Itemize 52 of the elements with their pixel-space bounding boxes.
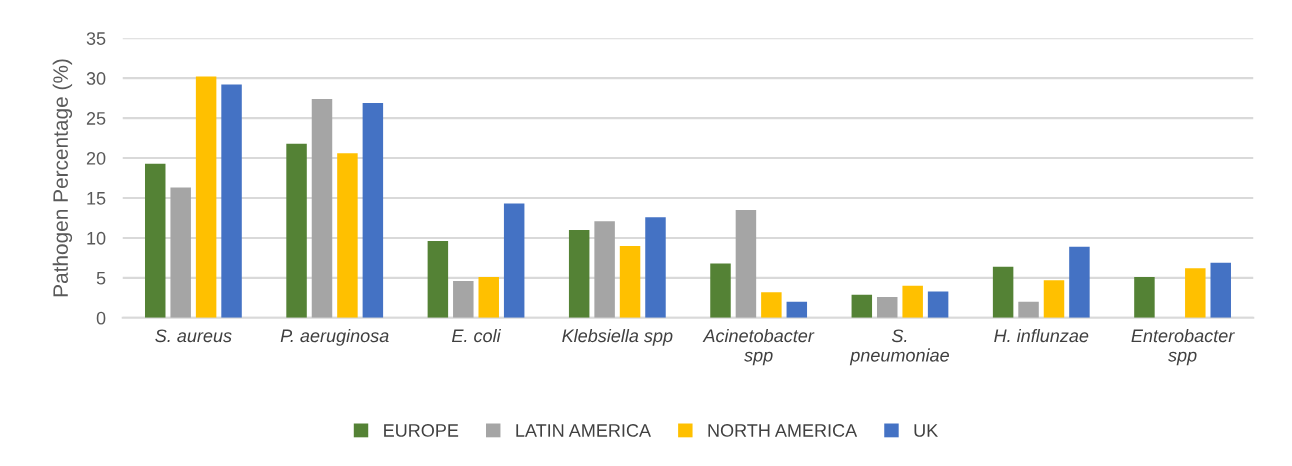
bar <box>311 98 333 318</box>
bar <box>453 281 474 318</box>
x-tick-label: Acinetobacter spp <box>702 328 815 366</box>
bar <box>761 292 782 318</box>
y-tick-label: 25 <box>86 112 106 125</box>
bar <box>1069 246 1090 318</box>
y-tick-label: 20 <box>86 151 106 165</box>
bar <box>362 102 384 318</box>
x-tick-label: E. coli <box>451 328 502 343</box>
bar <box>221 84 242 318</box>
x-tick-label: Enterobacter spp <box>1131 328 1235 366</box>
bar <box>594 221 615 318</box>
bar <box>992 266 1014 318</box>
x-tick-label: H. influnzae <box>994 328 1089 343</box>
bar <box>1185 268 1206 318</box>
bar <box>619 245 641 318</box>
bar <box>170 187 191 318</box>
bar <box>710 263 731 318</box>
x-tick-label: P. aeruginosa <box>280 328 389 346</box>
legend-label: UK <box>914 424 939 437</box>
y-tick-label: 5 <box>96 271 106 285</box>
y-axis-title: Pathogen Percentage (%) <box>52 59 73 297</box>
x-tick-label: Klebsiella spp <box>562 328 673 346</box>
bar <box>786 301 808 318</box>
bar <box>145 163 166 318</box>
bar <box>735 209 757 318</box>
bar <box>568 229 590 318</box>
bar <box>337 153 358 318</box>
bar <box>927 291 949 318</box>
bar <box>1043 280 1065 318</box>
bar <box>195 76 217 318</box>
y-tick-label: 30 <box>86 72 106 85</box>
bar <box>902 285 923 318</box>
x-tick-label: S. aureus <box>155 329 232 343</box>
y-tick-label: 35 <box>86 32 106 45</box>
bar <box>851 294 873 318</box>
bar <box>877 297 898 318</box>
legend-label: LATIN AMERICA <box>516 424 651 437</box>
bar <box>503 203 525 318</box>
legend-label: NORTH AMERICA <box>708 424 858 437</box>
bar <box>427 241 449 318</box>
bar <box>286 143 307 318</box>
y-tick-label: 0 <box>96 311 106 325</box>
bar <box>645 217 666 318</box>
bar <box>478 277 499 318</box>
legend-label: EUROPE <box>384 424 459 437</box>
y-tick-label: 10 <box>87 231 106 245</box>
y-tick-label: 15 <box>87 192 106 205</box>
x-tick-label: S. pneumoniae <box>849 329 949 366</box>
bar <box>1210 262 1231 318</box>
bar <box>1018 301 1039 318</box>
bar <box>1134 277 1155 318</box>
